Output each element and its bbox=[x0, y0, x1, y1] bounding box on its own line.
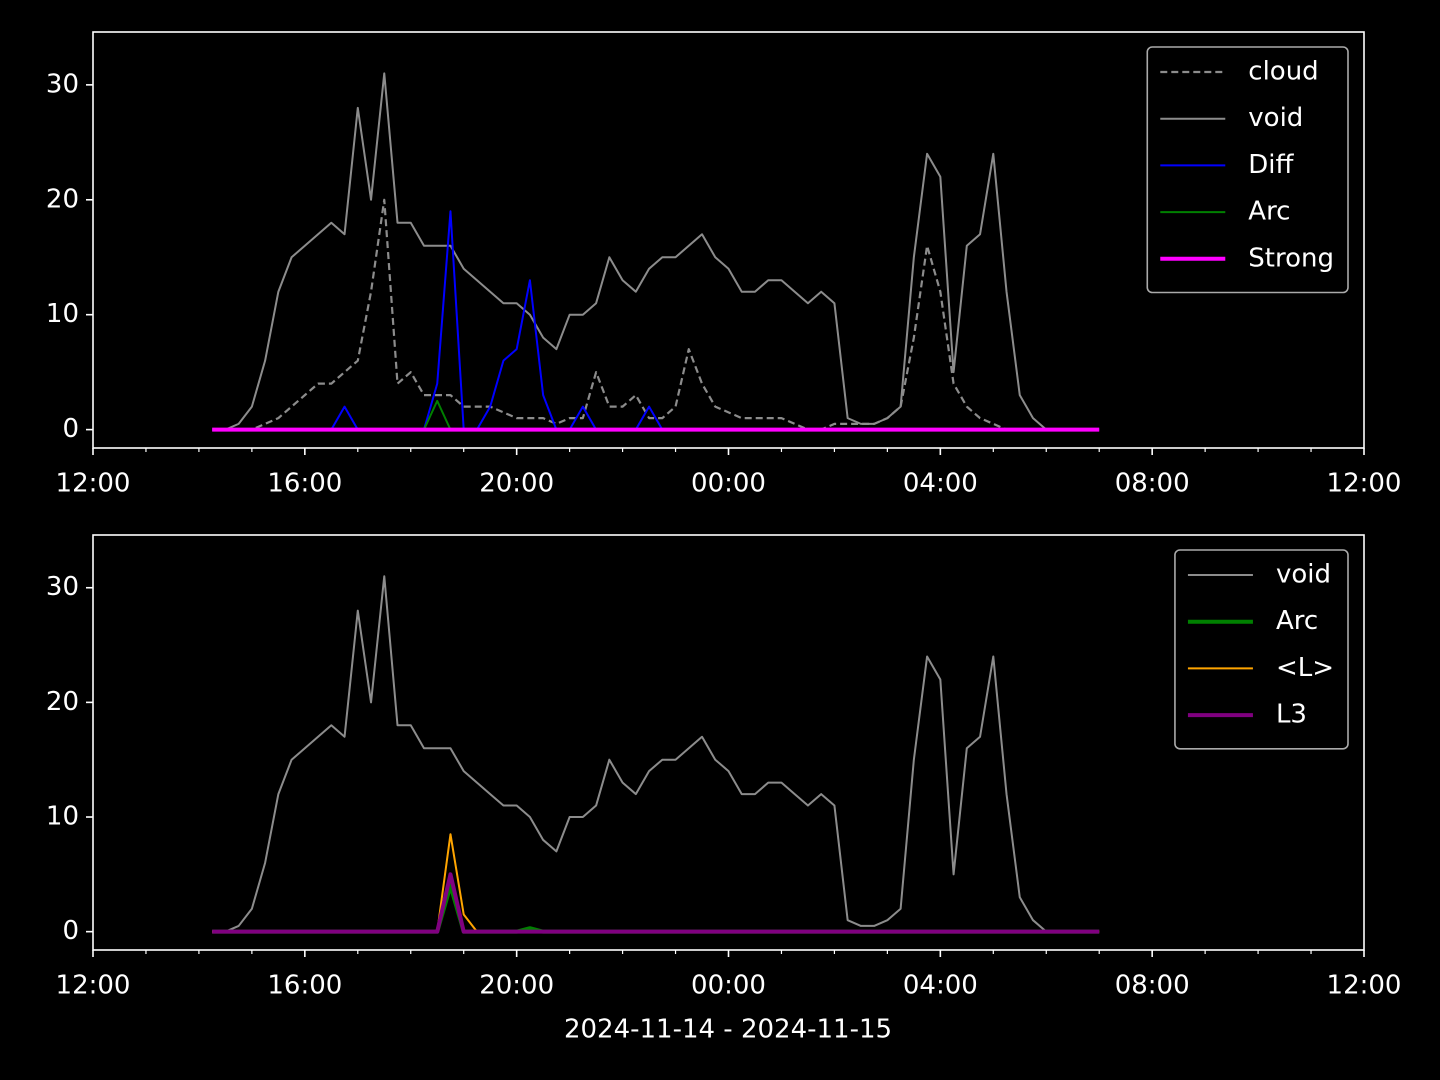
legend-label: Arc bbox=[1248, 197, 1290, 227]
y-tick-label: 30 bbox=[46, 572, 79, 602]
x-tick-label: 08:00 bbox=[1115, 971, 1190, 1001]
series-line bbox=[212, 872, 1100, 934]
y-tick-label: 30 bbox=[46, 69, 79, 99]
x-tick-label: 20:00 bbox=[479, 971, 554, 1001]
y-tick-label: 0 bbox=[62, 414, 79, 444]
legend-label: Diff bbox=[1248, 150, 1294, 180]
x-tick-label: 12:00 bbox=[56, 971, 131, 1001]
x-tick-label: 16:00 bbox=[267, 971, 342, 1001]
x-tick-label: 08:00 bbox=[1115, 469, 1190, 499]
legend-label: void bbox=[1248, 103, 1303, 133]
legend-label: void bbox=[1276, 560, 1331, 590]
y-tick-label: 20 bbox=[46, 687, 79, 717]
y-tick-label: 0 bbox=[62, 916, 79, 946]
legend-label: Arc bbox=[1276, 606, 1318, 636]
series-line bbox=[212, 575, 1047, 933]
x-tick-label: 00:00 bbox=[691, 469, 766, 499]
axes-frame bbox=[92, 31, 1365, 449]
legend-label: cloud bbox=[1248, 57, 1318, 87]
legend-box bbox=[1146, 46, 1349, 294]
legend-label: Strong bbox=[1248, 243, 1334, 273]
plot-area bbox=[212, 72, 1100, 432]
x-tick-label: 12:00 bbox=[1327, 971, 1402, 1001]
series-line bbox=[212, 72, 1047, 431]
x-tick-label: 16:00 bbox=[267, 469, 342, 499]
y-tick-label: 20 bbox=[46, 184, 79, 214]
x-tick-label: 12:00 bbox=[56, 469, 131, 499]
y-tick-label: 10 bbox=[46, 299, 79, 329]
plot-area bbox=[212, 575, 1100, 934]
x-axis-label: 2024-11-14 - 2024-11-15 bbox=[564, 1015, 892, 1045]
legend-label: L3 bbox=[1276, 700, 1307, 730]
x-tick-label: 04:00 bbox=[903, 469, 978, 499]
axes-frame bbox=[92, 534, 1365, 951]
x-tick-label: 20:00 bbox=[479, 469, 554, 499]
x-tick-label: 12:00 bbox=[1327, 469, 1402, 499]
x-tick-label: 00:00 bbox=[691, 971, 766, 1001]
series-line bbox=[212, 198, 1047, 431]
legend-label: <L> bbox=[1276, 653, 1334, 683]
legend-box bbox=[1174, 549, 1349, 750]
y-tick-label: 10 bbox=[46, 802, 79, 832]
x-tick-label: 04:00 bbox=[903, 971, 978, 1001]
